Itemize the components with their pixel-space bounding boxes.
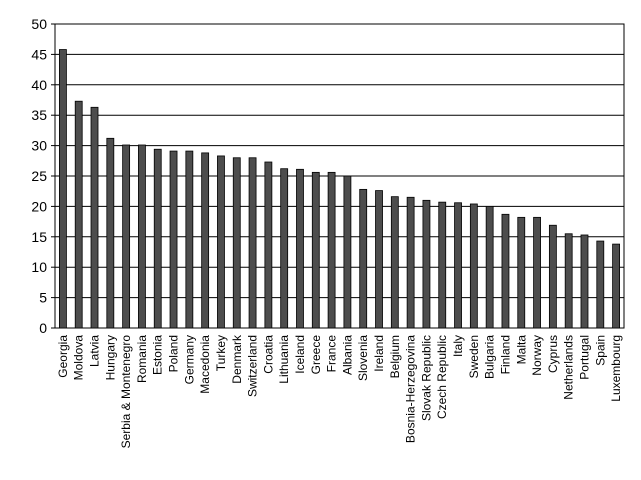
bar [375, 190, 383, 329]
x-tick-label: Greece [309, 335, 323, 375]
bar [548, 224, 557, 329]
bar [406, 196, 415, 329]
bar [422, 199, 431, 329]
bar [106, 137, 115, 329]
bar [90, 106, 99, 329]
bar [343, 175, 352, 329]
bar [153, 148, 162, 329]
y-tick-label: 35 [31, 107, 47, 123]
bar [501, 213, 510, 329]
bar [59, 49, 67, 329]
bar [580, 234, 589, 329]
bar [438, 201, 447, 329]
x-tick-label: Luxembourg [609, 335, 623, 402]
y-tick-label: 45 [31, 46, 47, 62]
x-tick-label: Latvia [88, 335, 102, 367]
bar [248, 157, 257, 329]
x-tick-label: Bulgaria [483, 335, 497, 379]
bar [185, 150, 194, 329]
bar [517, 216, 526, 329]
x-tick-label: Poland [167, 335, 181, 372]
x-tick-label: Malta [514, 335, 528, 365]
x-tick-label: Georgia [56, 335, 70, 378]
x-tick-label: Denmark [230, 334, 244, 384]
y-tick-label: 20 [31, 198, 47, 214]
x-tick-label: Norway [530, 335, 544, 376]
bar [296, 168, 304, 329]
x-tick-label: Czech Republic [435, 335, 449, 419]
bar [122, 144, 131, 329]
x-tick-label: Cyprus [546, 335, 560, 373]
bar [169, 150, 178, 329]
bar [311, 171, 320, 329]
x-tick-label: Iceland [293, 335, 307, 374]
x-tick-label: Croatia [261, 335, 275, 374]
y-tick-label: 15 [31, 229, 47, 245]
x-tick-label: Spain [593, 335, 607, 366]
y-tick-label: 40 [31, 77, 47, 93]
x-tick-label: Hungary [103, 335, 117, 380]
x-tick-label: Finland [498, 335, 512, 374]
x-tick-label: Portugal [577, 335, 591, 380]
bar [390, 196, 399, 329]
y-tick-label: 30 [31, 138, 47, 154]
x-tick-label: Moldova [72, 335, 86, 381]
bar [327, 171, 336, 329]
x-tick-label: Lithuania [277, 335, 291, 384]
y-tick-label: 25 [31, 168, 47, 184]
x-tick-label: Ireland [372, 335, 386, 372]
x-tick-label: Slovenia [356, 335, 370, 381]
x-tick-label: Romania [135, 335, 149, 383]
bar [533, 216, 541, 329]
x-tick-label: Bosnia-Herzegovina [404, 335, 418, 443]
x-tick-label: Sweden [467, 335, 481, 378]
x-tick-label: Albania [340, 335, 354, 375]
bar [74, 100, 83, 329]
x-tick-label: Netherlands [562, 335, 576, 400]
x-tick-label: Italy [451, 335, 465, 357]
x-tick-label: Estonia [151, 335, 165, 375]
bar [469, 203, 478, 329]
y-tick-label: 5 [39, 290, 47, 306]
bar [232, 157, 241, 329]
y-tick-label: 10 [31, 259, 47, 275]
bar [217, 155, 225, 329]
bar [280, 168, 289, 329]
bar [564, 233, 573, 329]
bar [359, 188, 368, 329]
bar [138, 144, 146, 329]
x-tick-label: Serbia & Montenegro [119, 335, 133, 449]
x-tick-label: France [325, 335, 339, 373]
bar [264, 161, 273, 329]
bar [485, 205, 494, 329]
y-tick-label: 50 [31, 16, 47, 32]
bar [201, 152, 210, 329]
bar [454, 202, 462, 329]
y-tick-label: 0 [39, 320, 47, 336]
bar [596, 240, 605, 329]
x-tick-label: Germany [182, 335, 196, 384]
x-tick-label: Turkey [214, 335, 228, 371]
x-tick-label: Switzerland [246, 335, 260, 397]
x-tick-label: Macedonia [198, 335, 212, 394]
bar [612, 243, 620, 329]
x-tick-label: Belgium [388, 335, 402, 378]
x-tick-label: Slovak Republic [419, 335, 433, 421]
